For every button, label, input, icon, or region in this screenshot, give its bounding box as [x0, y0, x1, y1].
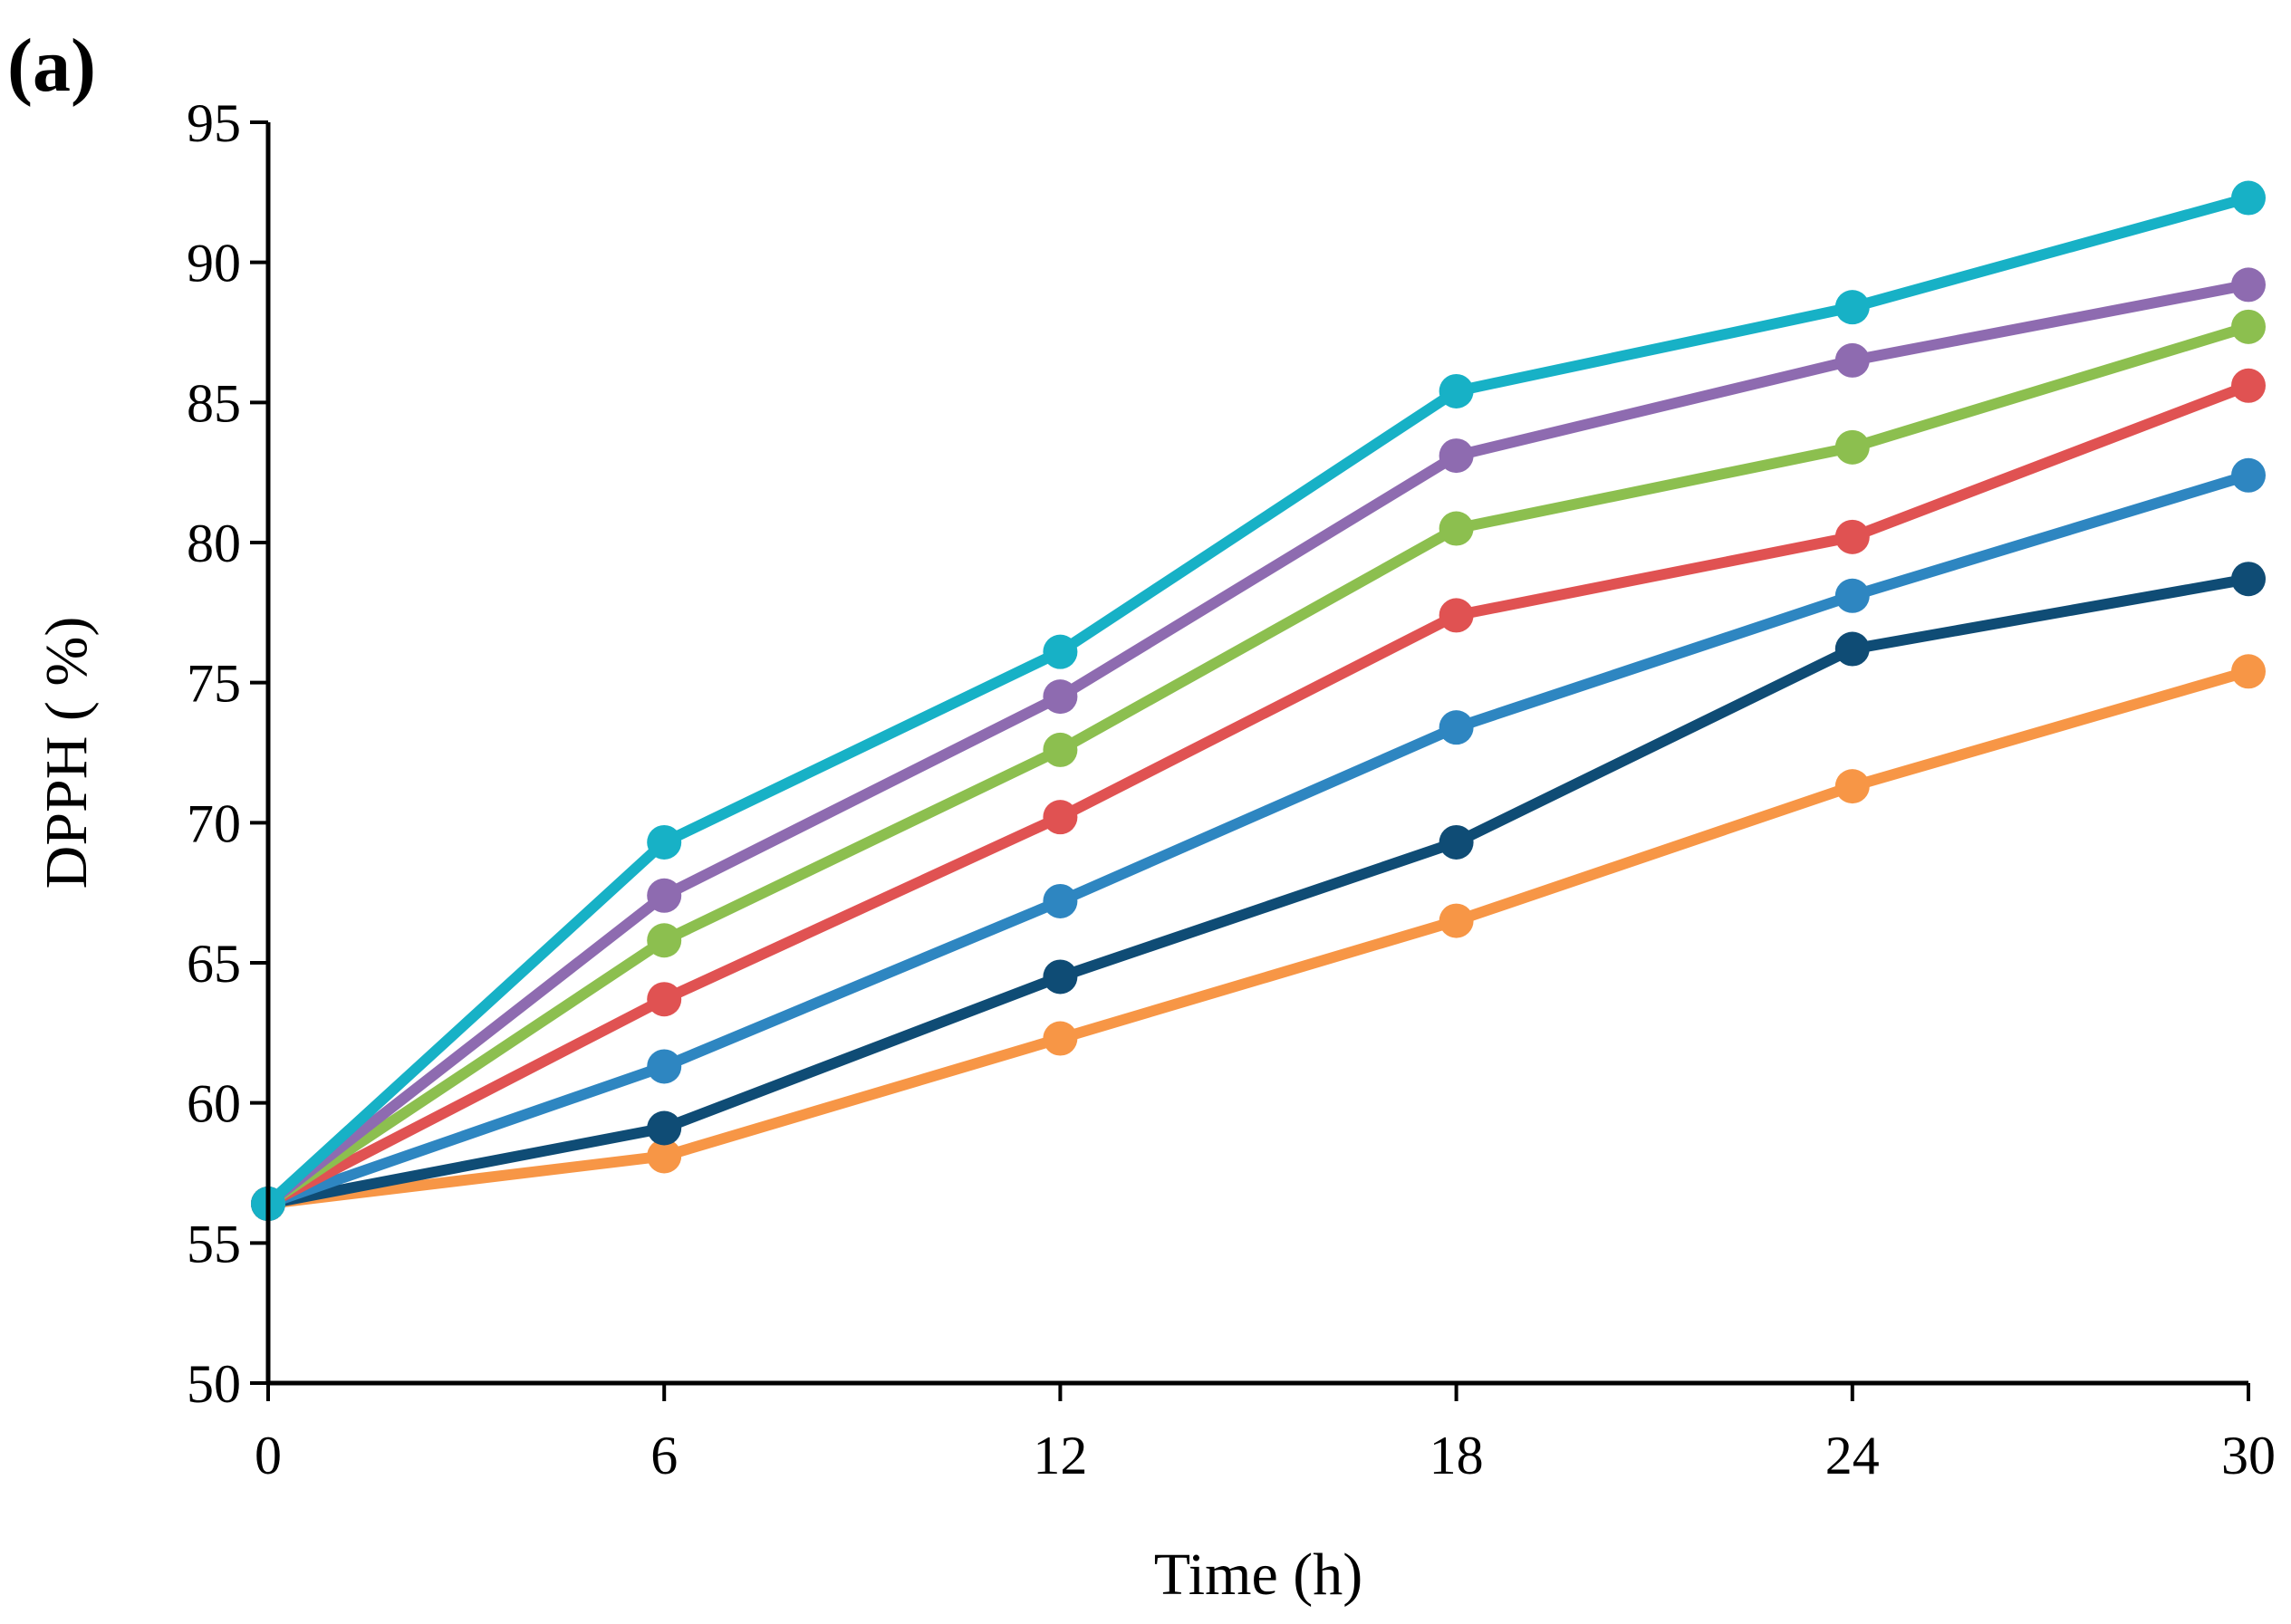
- series-cyan: [251, 180, 2266, 1222]
- series-purple-point: [1834, 342, 1870, 378]
- x-tick-label: 6: [650, 1426, 678, 1485]
- panel-label: (a): [7, 24, 96, 108]
- series-navy-point: [1043, 959, 1078, 995]
- x-axis-title: Time (h): [1154, 1542, 1362, 1608]
- series-orange-point: [1834, 769, 1870, 804]
- series-blue-point: [2231, 457, 2266, 493]
- y-tick-label: 75: [187, 654, 241, 714]
- series-navy-point: [2231, 562, 2266, 597]
- series-orange-point: [647, 1139, 682, 1174]
- series-red-line: [265, 380, 2251, 1209]
- x-tick-label: 18: [1429, 1426, 1484, 1485]
- series-red: [251, 368, 2266, 1222]
- axes: [265, 122, 2248, 1386]
- series-blue-point: [1043, 883, 1078, 918]
- x-tick-label: 12: [1033, 1426, 1087, 1485]
- y-tick-label: 65: [187, 934, 241, 994]
- series-cyan-line: [264, 192, 2250, 1208]
- series-red-point: [647, 982, 682, 1017]
- series-red-point: [1439, 598, 1474, 633]
- series-blue-point: [1439, 710, 1474, 745]
- series-layer: [251, 180, 2266, 1222]
- series-blue-line: [266, 470, 2250, 1209]
- series-green-point: [2231, 309, 2266, 344]
- y-tick-label: 95: [187, 93, 241, 153]
- series-purple-point: [647, 878, 682, 913]
- series-orange-point: [2231, 654, 2266, 689]
- y-tick-label: 50: [187, 1354, 241, 1414]
- series-cyan-point: [1043, 634, 1078, 669]
- series-navy-line: [266, 573, 2250, 1209]
- y-axis-title: DPPH ( %): [34, 617, 100, 889]
- series-navy-point: [1439, 824, 1474, 860]
- series-orange-point: [1439, 903, 1474, 938]
- series-navy: [251, 562, 2266, 1222]
- series-purple-line: [265, 279, 2250, 1208]
- x-tick-label: 30: [2221, 1426, 2276, 1485]
- series-green-point: [1043, 732, 1078, 767]
- series-orange-line: [267, 666, 2250, 1209]
- series-green-point: [1834, 429, 1870, 465]
- y-tick-label: 85: [187, 373, 241, 433]
- series-green-point: [1439, 511, 1474, 546]
- y-tick-label: 60: [187, 1074, 241, 1134]
- series-cyan-point: [1439, 373, 1474, 408]
- series-green-line: [265, 322, 2250, 1209]
- series-navy-point: [1834, 631, 1870, 667]
- y-tick-label: 55: [187, 1214, 241, 1273]
- x-tick-label: 24: [1825, 1426, 1880, 1485]
- series-purple-point: [1439, 438, 1474, 474]
- series-green: [251, 309, 2266, 1222]
- ticks: 50 55 60 65 70 75 80 85 90 95 0 6 12 18 24 30: [187, 93, 2276, 1485]
- series-red-point: [1834, 519, 1870, 554]
- series-green-point: [647, 923, 682, 958]
- series-cyan-point: [1834, 290, 1870, 325]
- series-purple-point: [2231, 267, 2266, 303]
- x-tick-label: 0: [255, 1426, 282, 1485]
- y-tick-label: 90: [187, 234, 241, 293]
- series-navy-point: [647, 1110, 682, 1146]
- y-tick-label: 80: [187, 514, 241, 573]
- series-red-point: [1043, 800, 1078, 835]
- series-red-point: [2231, 368, 2266, 403]
- series-cyan-point: [2231, 180, 2266, 216]
- series-blue-point: [1834, 578, 1870, 613]
- series-orange-point: [1043, 1021, 1078, 1056]
- series-cyan-point: [647, 824, 682, 860]
- series-purple-point: [1043, 679, 1078, 715]
- y-tick-label: 70: [187, 793, 241, 853]
- series-blue-point: [647, 1049, 682, 1084]
